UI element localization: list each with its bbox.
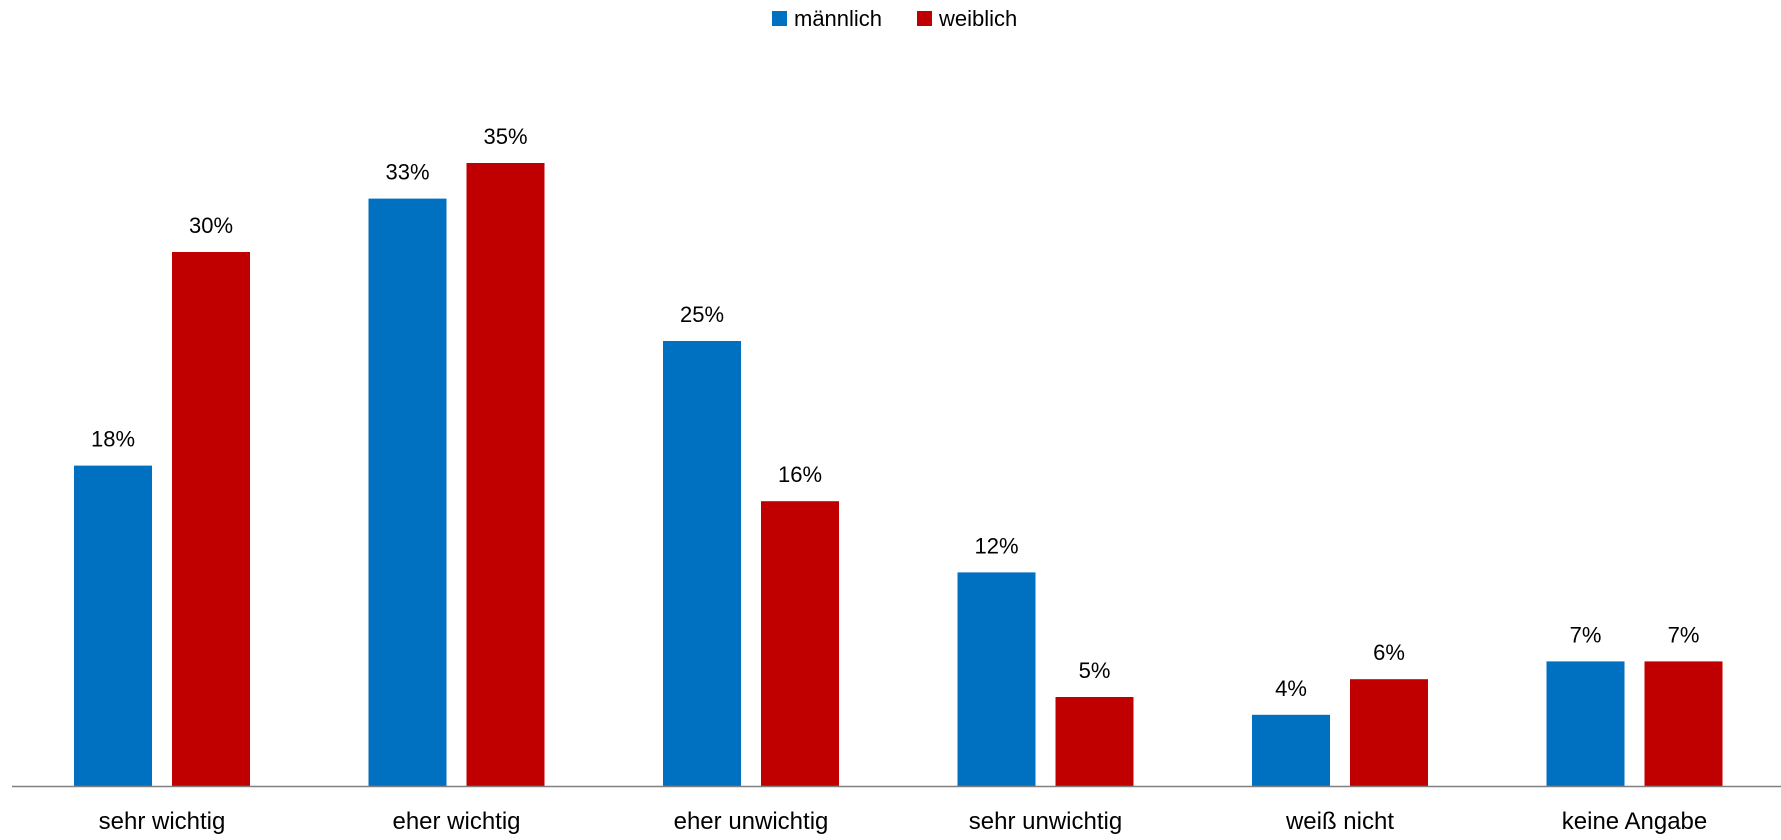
data-labels-group: 18% 30% 33% 35% 25% 16% 12% 5% 4% 6% 7% 7%	[91, 124, 1699, 701]
bar-maennlich-1	[368, 198, 447, 787]
bar-weiblich-5	[1644, 661, 1723, 786]
data-label-weiblich-4: 6%	[1373, 640, 1405, 665]
bar-weiblich-3	[1055, 697, 1134, 786]
legend: männlich weiblich	[772, 6, 1017, 31]
data-label-weiblich-1: 35%	[483, 124, 527, 149]
category-label-5: keine Angabe	[1562, 808, 1707, 835]
category-label-4: weiß nicht	[1285, 808, 1394, 835]
category-label-0: sehr wichtig	[99, 808, 226, 835]
bar-maennlich-3	[957, 572, 1036, 786]
bar-weiblich-0	[172, 252, 250, 786]
bar-weiblich-4	[1350, 679, 1428, 786]
data-label-maennlich-4: 4%	[1275, 676, 1307, 701]
data-label-maennlich-3: 12%	[974, 533, 1018, 558]
data-label-maennlich-0: 18%	[91, 427, 135, 452]
legend-label-maennlich: männlich	[794, 6, 882, 31]
legend-swatch-maennlich	[772, 11, 787, 26]
bar-maennlich-0	[74, 465, 152, 786]
bar-maennlich-5	[1546, 661, 1625, 786]
bar-maennlich-4	[1252, 714, 1330, 786]
legend-swatch-weiblich	[917, 11, 932, 26]
data-label-maennlich-5: 7%	[1570, 622, 1602, 647]
data-label-weiblich-2: 16%	[778, 462, 822, 487]
category-label-1: eher wichtig	[392, 808, 520, 835]
bar-maennlich-2	[663, 341, 741, 786]
category-label-2: eher unwichtig	[674, 808, 829, 835]
category-labels-group: sehr wichtig eher wichtig eher unwichtig se…	[99, 808, 1708, 835]
data-label-maennlich-1: 33%	[385, 160, 429, 185]
legend-label-weiblich: weiblich	[938, 6, 1017, 31]
bar-weiblich-1	[466, 163, 545, 786]
data-label-weiblich-3: 5%	[1079, 658, 1111, 683]
category-label-3: sehr unwichtig	[969, 808, 1122, 835]
data-label-maennlich-2: 25%	[680, 302, 724, 327]
data-label-weiblich-5: 7%	[1668, 622, 1700, 647]
bars-group	[74, 163, 1723, 787]
data-label-weiblich-0: 30%	[189, 213, 233, 238]
bar-weiblich-2	[761, 501, 839, 786]
